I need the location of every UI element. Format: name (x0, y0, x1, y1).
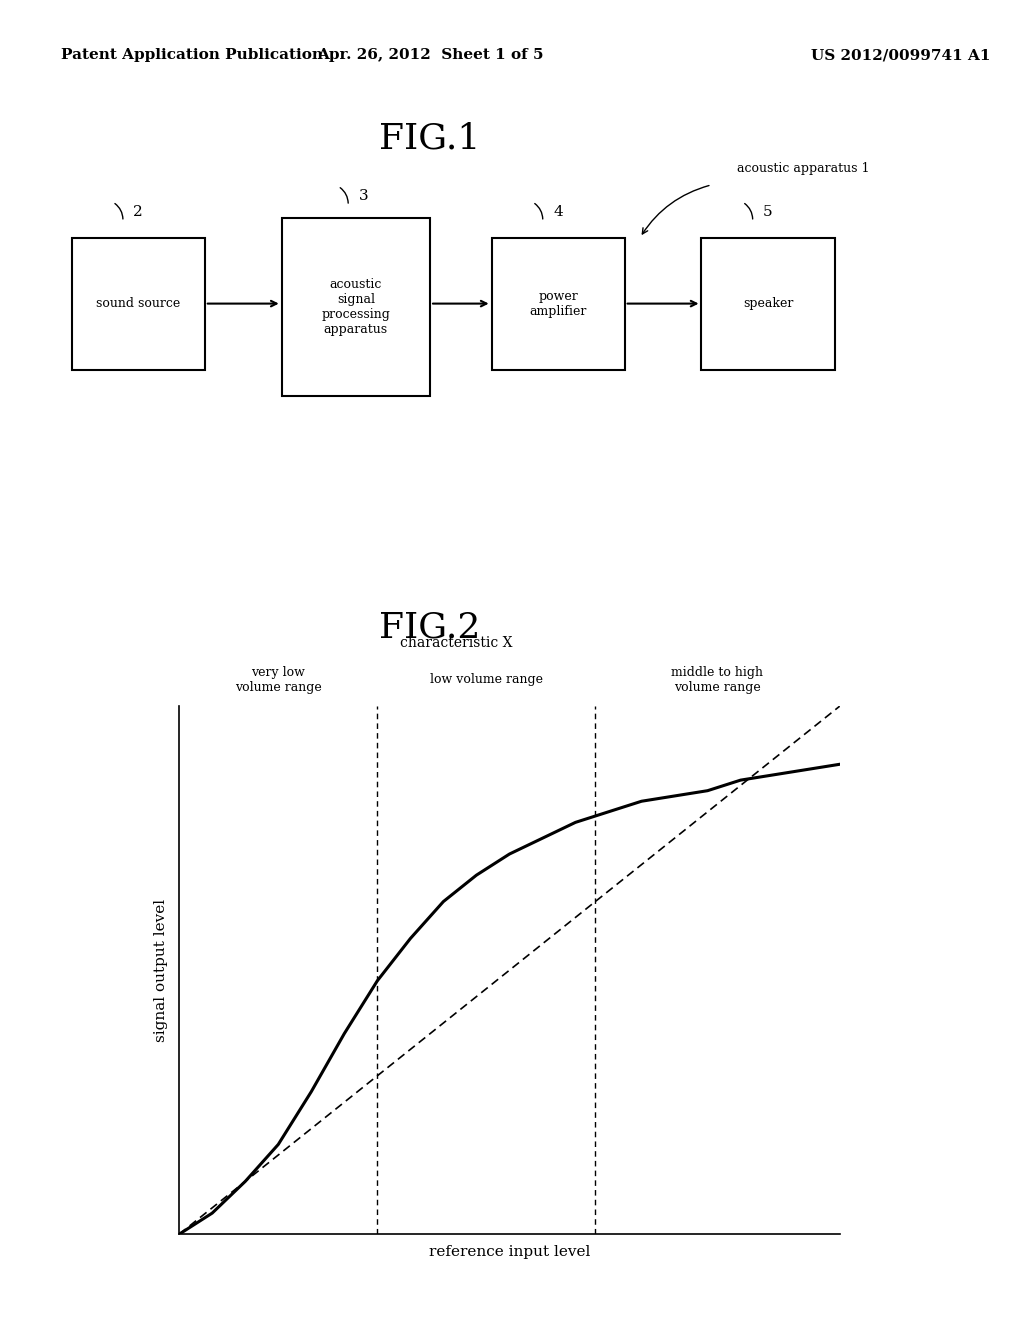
Text: Apr. 26, 2012  Sheet 1 of 5: Apr. 26, 2012 Sheet 1 of 5 (316, 49, 544, 62)
Text: 3: 3 (358, 189, 369, 203)
FancyBboxPatch shape (72, 238, 205, 370)
Text: very low
volume range: very low volume range (234, 665, 322, 694)
Text: acoustic
signal
processing
apparatus: acoustic signal processing apparatus (322, 279, 390, 335)
X-axis label: reference input level: reference input level (429, 1245, 590, 1259)
Text: middle to high
volume range: middle to high volume range (672, 665, 764, 694)
Text: acoustic apparatus 1: acoustic apparatus 1 (737, 162, 869, 176)
FancyBboxPatch shape (492, 238, 625, 370)
Text: 5: 5 (763, 205, 773, 219)
Text: low volume range: low volume range (430, 673, 543, 686)
Text: speaker: speaker (742, 297, 794, 310)
Text: FIG.1: FIG.1 (380, 121, 480, 156)
Text: 4: 4 (553, 205, 563, 219)
FancyBboxPatch shape (282, 218, 430, 396)
Text: Patent Application Publication: Patent Application Publication (61, 49, 324, 62)
Text: 2: 2 (133, 205, 143, 219)
Text: sound source: sound source (96, 297, 180, 310)
Text: US 2012/0099741 A1: US 2012/0099741 A1 (811, 49, 991, 62)
Text: characteristic X: characteristic X (400, 636, 513, 649)
Text: power
amplifier: power amplifier (529, 289, 587, 318)
Y-axis label: signal output level: signal output level (154, 899, 168, 1041)
Text: FIG.2: FIG.2 (380, 610, 480, 644)
FancyBboxPatch shape (701, 238, 835, 370)
